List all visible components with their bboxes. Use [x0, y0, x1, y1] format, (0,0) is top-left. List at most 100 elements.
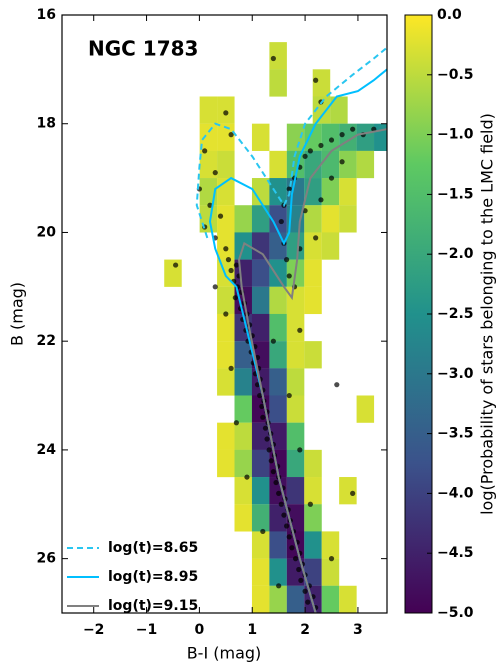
star-point [223, 246, 229, 252]
colorbar-tick-label: −1.5 [437, 186, 474, 202]
star-point [260, 414, 266, 420]
colorbar-tick-label: −4.0 [437, 485, 474, 501]
colorbar-tick-label: −4.5 [437, 545, 474, 561]
heatmap [164, 42, 387, 613]
star-point [328, 175, 335, 181]
heatmap-cell [269, 205, 287, 233]
heatmap-cell [330, 96, 348, 124]
colorbar-tick-label: −0.5 [437, 67, 474, 83]
star-point [313, 77, 319, 83]
heatmap-cell [304, 205, 322, 233]
star-point [318, 142, 324, 149]
star-point [233, 262, 239, 268]
heatmap-cell [217, 313, 235, 342]
heatmap-cell [251, 286, 270, 315]
colorbar-title: log(Probability of stars belonging to th… [478, 113, 497, 515]
star-point [217, 213, 224, 219]
star-point [302, 153, 308, 159]
y-tick-label: 24 [37, 442, 57, 458]
axes: −2 −1 0 1 2 3 16 18 20 22 24 26 log(t)=8.65 log(t)=8.… [37, 7, 387, 638]
heatmap-cell [251, 504, 270, 532]
heatmap-cell [199, 205, 218, 233]
chart-title: NGC 1783 [88, 37, 198, 61]
heatmap-cell [321, 178, 340, 206]
star-point [233, 420, 239, 426]
heatmap-cell [234, 368, 253, 396]
heatmap-cell [217, 123, 235, 151]
heatmap-cell [199, 150, 218, 179]
y-axis-title: B (mag) [8, 282, 27, 346]
heatmap-cell [321, 205, 340, 233]
heatmap-cell [251, 313, 270, 342]
y-tick-label: 20 [37, 224, 57, 240]
star-point [264, 436, 270, 442]
heatmap-cell [269, 232, 287, 260]
heatmap-cell [286, 313, 305, 342]
isochrone-line [195, 46, 387, 239]
legend-label: log(t)=9.15 [108, 598, 198, 614]
heatmap-cell [269, 178, 287, 206]
isochrone-line [208, 68, 387, 613]
heatmap-cell [251, 232, 270, 260]
star-point [212, 170, 218, 176]
heatmap-cell [286, 422, 305, 450]
heatmap-cell [286, 286, 305, 315]
heatmap-cell [234, 205, 253, 233]
isochrone-line [238, 128, 387, 613]
x-tick-label: 1 [247, 622, 257, 638]
isochrones [195, 46, 387, 613]
star-point [286, 534, 292, 540]
heatmap-cell [304, 150, 322, 179]
heatmap-cell [339, 205, 357, 233]
heatmap-cell [234, 504, 253, 532]
heatmap-cell [234, 477, 253, 505]
heatmap-cell [234, 395, 253, 423]
star-point [228, 132, 234, 138]
heatmap-cell [339, 477, 357, 505]
legend-label: log(t)=8.65 [108, 540, 198, 556]
heatmap-cell [217, 205, 235, 233]
x-axis-title: B-I (mag) [187, 644, 262, 663]
heatmap-cell [286, 585, 305, 613]
heatmap-cell [251, 205, 270, 233]
star-point [339, 132, 345, 138]
star-point [350, 490, 356, 496]
star-point [281, 512, 287, 518]
star-point [270, 338, 276, 344]
star-point [257, 392, 263, 399]
star-point [292, 556, 299, 562]
heatmap-cell [269, 42, 287, 70]
heatmap-cell [339, 585, 357, 613]
heatmap-cell [312, 96, 331, 124]
heatmap-cell [321, 585, 340, 613]
heatmap-cell [199, 96, 218, 124]
heatmap-cell [286, 368, 305, 396]
star-point [334, 382, 340, 388]
heatmap-cell [304, 123, 322, 151]
heatmap-cell [251, 477, 270, 505]
heatmap-cell [269, 395, 287, 423]
heatmap-cell [217, 286, 235, 315]
heatmap-cell [286, 232, 305, 260]
x-tick-label: −1 [136, 622, 157, 638]
star-point [297, 447, 303, 453]
star-point [318, 197, 324, 203]
star-point [228, 365, 234, 371]
heatmap-cell [269, 341, 287, 369]
heatmap-cell [251, 531, 270, 559]
heatmap-cell [269, 286, 287, 315]
heatmap-cell [304, 232, 322, 260]
heatmap-cell [321, 232, 340, 260]
heatmap-cell [217, 96, 235, 124]
star-point [270, 55, 276, 62]
heatmap-cell [304, 477, 322, 505]
star-point [339, 159, 345, 165]
heatmap-cell [286, 449, 305, 478]
heatmap-cell [269, 368, 287, 396]
heatmap-cell [304, 504, 322, 532]
heatmap-cell [321, 531, 340, 559]
colorbar-tick-label: −5.0 [437, 605, 474, 621]
colorbar-tick-label: −3.0 [437, 366, 474, 382]
heatmap-cell [286, 341, 305, 369]
